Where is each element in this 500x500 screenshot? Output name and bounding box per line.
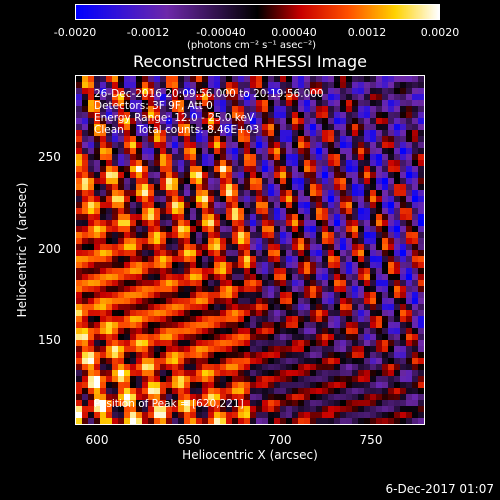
- y-tick-label: 250: [38, 150, 61, 164]
- y-tick-label: 200: [38, 242, 61, 256]
- peak-position: Position of Peak = [620,221]: [94, 398, 244, 410]
- colorbar: [75, 4, 440, 20]
- colorbar-tick: -0.0012: [126, 26, 170, 39]
- colorbar-tick: -0.0020: [53, 26, 97, 39]
- y-axis-label: Heliocentric Y (arcsec): [15, 182, 29, 318]
- colorbar-tick: 0.00040: [271, 26, 317, 39]
- info-time-range: 26-Dec-2016 20:09:56.000 to 20:19:56.000: [94, 88, 324, 100]
- x-tick-label: 750: [359, 433, 383, 447]
- colorbar-tick: -0.00040: [196, 26, 246, 39]
- info-detectors: Detectors: 3F 9F, Att 0: [94, 100, 213, 112]
- rhessi-image: [76, 76, 424, 424]
- plot-title: Reconstructed RHESSI Image: [133, 52, 367, 71]
- date-stamp: 6-Dec-2017 01:07: [385, 482, 494, 496]
- x-tick-label: 650: [177, 433, 201, 447]
- colorbar-unit: (photons cm⁻² s⁻¹ asec⁻²): [187, 40, 317, 51]
- colorbar-tick: 0.0012: [347, 26, 387, 39]
- y-tick-label: 150: [38, 333, 61, 347]
- info-energy-range: Energy Range: 12.0 - 25.0 keV: [94, 112, 255, 124]
- x-axis-label: Heliocentric X (arcsec): [182, 448, 318, 462]
- x-tick-label: 700: [268, 433, 292, 447]
- plot-frame: [75, 75, 425, 425]
- x-tick-label: 600: [85, 433, 109, 447]
- colorbar-tick: 0.0020: [420, 26, 460, 39]
- info-clean-counts: Clean Total counts: 8.46E+03: [94, 124, 260, 136]
